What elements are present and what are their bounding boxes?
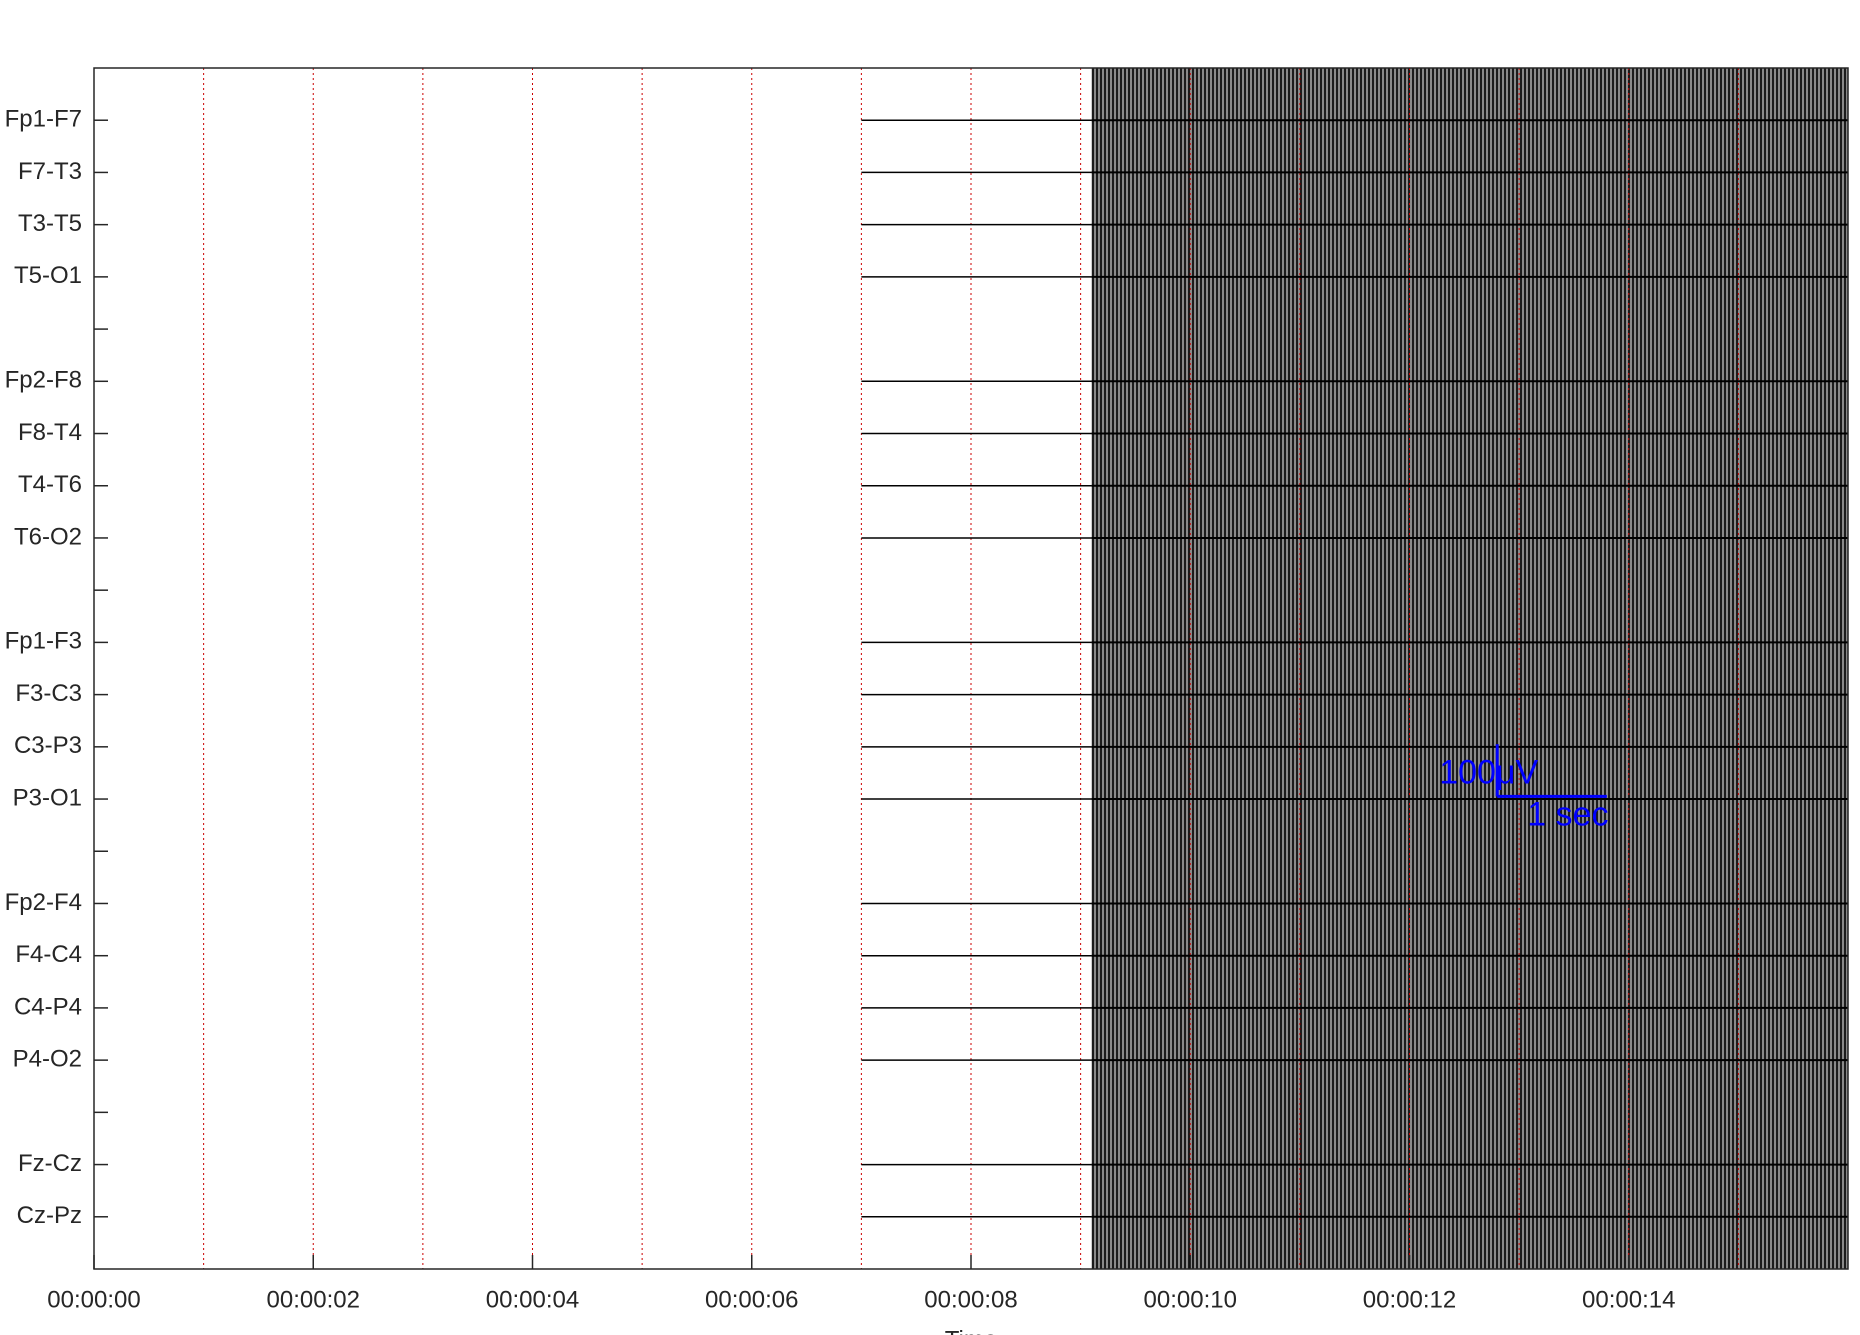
y-tick-label: T4-T6 [18, 471, 82, 498]
y-tick-label: C3-P3 [14, 732, 82, 759]
y-tick-label: T5-O1 [14, 262, 82, 289]
y-tick-label: F8-T4 [18, 419, 82, 446]
plot-frame [93, 67, 1849, 1270]
scale-bar-amplitude-label: 100μV [1439, 753, 1538, 791]
y-tick-label: Fp2-F8 [5, 367, 82, 394]
y-tick-label: P4-O2 [13, 1045, 82, 1072]
x-tick-label: 00:00:12 [1363, 1286, 1456, 1313]
x-axis-label: Time [945, 1326, 997, 1335]
y-tick-label: Fp1-F7 [5, 106, 82, 133]
y-tick-label: C4-P4 [14, 993, 82, 1020]
x-tick-label: 00:00:14 [1582, 1286, 1675, 1313]
x-tick-label: 00:00:02 [267, 1286, 360, 1313]
y-tick-label: P3-O1 [13, 784, 82, 811]
y-tick-label: Fp1-F3 [5, 628, 82, 655]
x-tick-label: 00:00:00 [47, 1286, 140, 1313]
x-tick-label: 00:00:08 [924, 1286, 1017, 1313]
y-tick-label: F3-C3 [15, 680, 82, 707]
y-tick-label: T6-O2 [14, 523, 82, 550]
x-tick-label: 00:00:10 [1144, 1286, 1237, 1313]
x-tick-label: 00:00:04 [486, 1286, 579, 1313]
y-tick-label: F4-C4 [15, 941, 82, 968]
y-tick-label: F7-T3 [18, 158, 82, 185]
signal-region [1091, 68, 1848, 1269]
y-tick-label: Fp2-F4 [5, 889, 82, 916]
y-tick-label: Fz-Cz [18, 1150, 82, 1177]
x-tick-label: 00:00:06 [705, 1286, 798, 1313]
y-tick-label: Cz-Pz [17, 1202, 82, 1229]
scale-bar-time-label: 1 sec [1527, 795, 1608, 833]
y-tick-label: T3-T5 [18, 210, 82, 237]
